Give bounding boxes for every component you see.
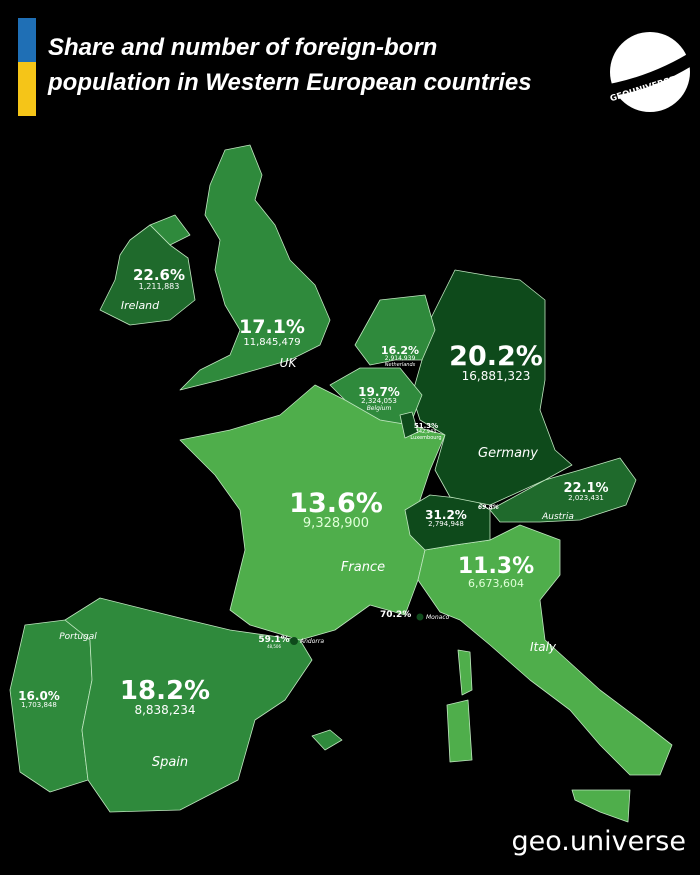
title-line-1: Share and number of foreign-born bbox=[48, 34, 438, 61]
region-luxembourg bbox=[399, 411, 419, 439]
region-spain bbox=[64, 597, 313, 813]
andorra-dot bbox=[290, 637, 298, 645]
label-monaco-share: 70.2% bbox=[380, 610, 412, 620]
label-france: 13.6% 9,328,900 bbox=[289, 488, 383, 531]
name-austria: Austria bbox=[542, 512, 574, 522]
region-ireland bbox=[99, 224, 196, 326]
label-netherlands: 16.2% 2,914,939 Netherlands bbox=[380, 344, 420, 368]
name-france: France bbox=[340, 560, 386, 575]
region-sardinia bbox=[446, 699, 473, 763]
label-belgium: 19.7% 2,324,053 Belgium bbox=[358, 385, 400, 412]
region-france bbox=[179, 384, 446, 641]
page-title: Share and number of foreign-born populat… bbox=[48, 30, 532, 100]
name-andorra: Andorra bbox=[300, 638, 324, 645]
label-austria: 22.1% 2,023,431 bbox=[563, 481, 609, 502]
region-corsica bbox=[457, 649, 473, 696]
monaco-dot bbox=[416, 613, 424, 621]
credit-handle: geo.universe bbox=[511, 826, 686, 857]
region-mallorca bbox=[311, 729, 343, 751]
name-spain: Spain bbox=[151, 755, 189, 770]
label-liechtenstein: 69.8% bbox=[478, 504, 499, 511]
name-portugal: Portugal bbox=[59, 632, 97, 642]
label-ireland: 22.6% 1,211,883 bbox=[132, 266, 186, 291]
name-germany: Germany bbox=[478, 446, 538, 461]
label-andorra: 59.1% 48,506 bbox=[258, 635, 290, 649]
flag-blue-stripe bbox=[18, 18, 36, 62]
region-italy bbox=[417, 524, 673, 776]
geouniverse-logo: GEOUNIVERSE bbox=[598, 32, 698, 112]
name-uk: UK bbox=[279, 356, 297, 370]
label-switzerland: 31.2% 2,794,948 bbox=[425, 508, 467, 528]
region-austria bbox=[489, 457, 637, 523]
region-netherlands bbox=[354, 294, 436, 366]
title-line-2: population in Western European countries bbox=[48, 69, 532, 96]
name-italy: Italy bbox=[529, 640, 557, 654]
region-sicily bbox=[571, 789, 631, 823]
flag-yellow-stripe bbox=[18, 62, 36, 116]
name-monaco: Monaco bbox=[426, 614, 450, 621]
label-luxembourg: 51.3% 342,943 Luxembourg bbox=[410, 422, 442, 441]
name-ireland: Ireland bbox=[120, 299, 160, 312]
label-spain: 18.2% 8,838,234 bbox=[119, 676, 211, 717]
region-switzerland bbox=[404, 494, 491, 551]
label-germany: 20.2% 16,881,323 bbox=[449, 341, 543, 383]
label-portugal: 16.0% 1,703,848 bbox=[18, 689, 60, 709]
region-germany bbox=[411, 269, 573, 506]
label-italy: 11.3% 6,673,604 bbox=[457, 554, 535, 590]
label-uk: 17.1% 11,845,479 bbox=[239, 316, 305, 349]
region-uk bbox=[179, 144, 331, 391]
region-belgium bbox=[329, 367, 423, 426]
